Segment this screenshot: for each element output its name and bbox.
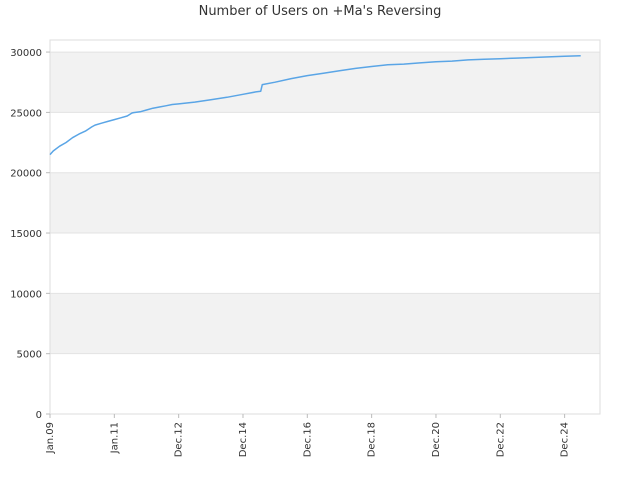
y-tick-label: 25000 — [10, 108, 42, 119]
plot-area-border — [49, 39, 601, 415]
y-tick-label: 20000 — [10, 169, 42, 180]
y-axis: 0 5000 10000 15000 20000 25000 30000 — [10, 48, 50, 421]
x-axis: Jan.09 Jan.11 Dec.12 Dec.14 Dec.16 Dec.18 Dec.… — [45, 414, 571, 457]
y-tick-label: 5000 — [17, 350, 42, 361]
y-tick-label: 15000 — [10, 229, 42, 240]
grid-band — [50, 293, 600, 354]
x-tick-label: Dec.22 — [495, 422, 506, 457]
x-tick-label: Dec.14 — [238, 422, 249, 457]
x-tick-label: Dec.20 — [431, 422, 442, 457]
series-line — [49, 54, 581, 156]
y-tick-label: 10000 — [10, 289, 42, 300]
x-tick-label: Jan.09 — [45, 422, 56, 454]
grid-band — [50, 52, 600, 113]
chart-title: Number of Users on +Ma's Reversing — [198, 4, 442, 19]
x-tick-label: Dec.12 — [174, 422, 185, 457]
grid-band — [50, 172, 600, 234]
x-tick-label: Dec.24 — [560, 422, 571, 457]
x-tick-label: Dec.16 — [302, 422, 313, 457]
x-tick-label: Jan.11 — [109, 422, 120, 454]
y-tick-label: 0 — [36, 410, 42, 421]
grid-bands — [50, 52, 600, 354]
y-tick-label: 30000 — [10, 48, 42, 59]
series-group — [49, 54, 581, 156]
x-tick-label: Dec.18 — [367, 422, 378, 457]
